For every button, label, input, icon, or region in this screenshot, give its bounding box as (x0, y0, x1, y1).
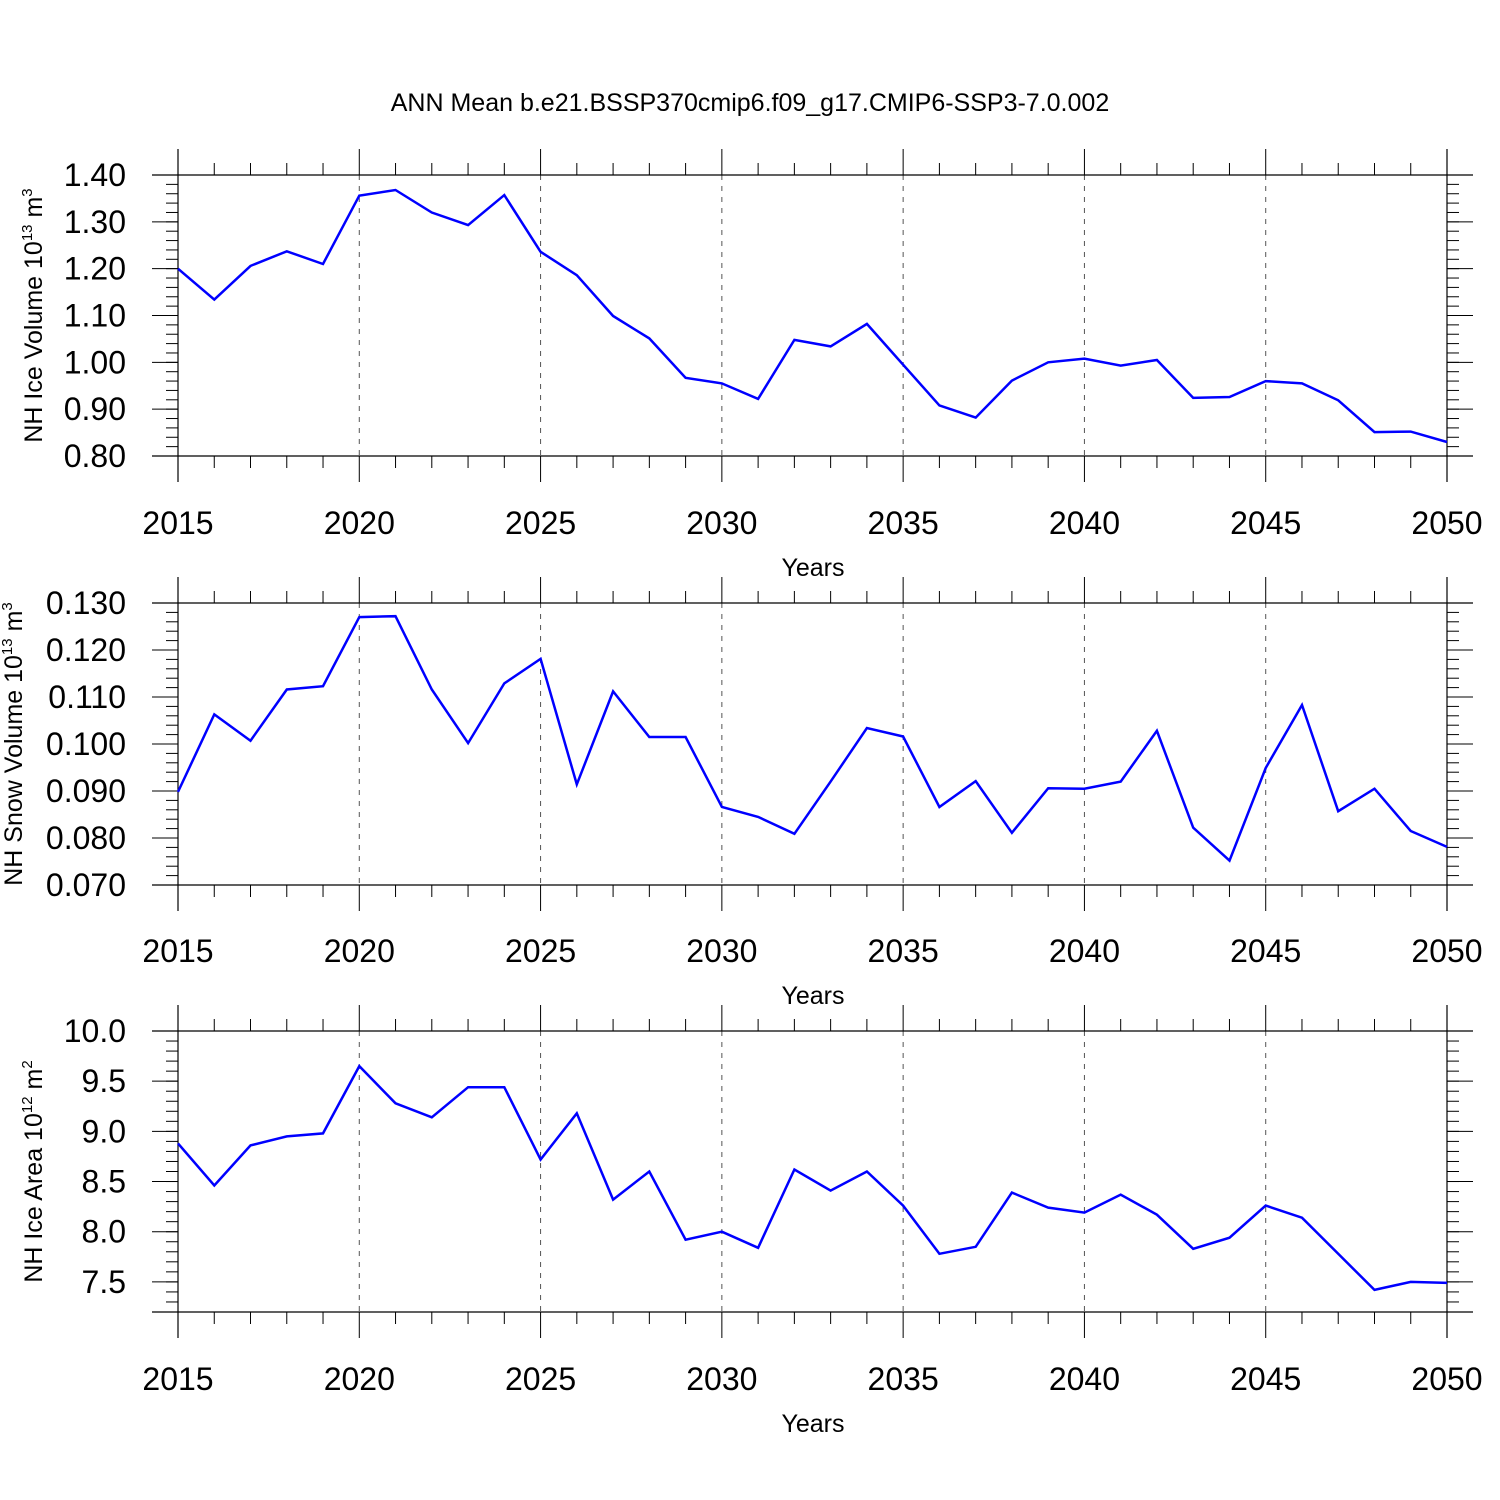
x-axis-label: Years (781, 1410, 844, 1438)
x-tick-label: 2020 (324, 505, 395, 541)
y-tick-label: 1.20 (64, 251, 126, 287)
chart-panel-1: 0.80 0.90 1.00 1.10 1.20 1.30 1.40 2015 2020 2025… (19, 149, 1483, 582)
figure-title: ANN Mean b.e21.BSSP370cmip6.f09_g17.CMIP… (391, 89, 1109, 117)
x-tick-label: 2050 (1411, 1361, 1482, 1397)
y-tick-label: 1.30 (64, 204, 126, 240)
y-tick-label: 8.5 (82, 1164, 126, 1200)
y-tick-label: 9.5 (82, 1063, 126, 1099)
y-tick-label: 0.120 (46, 632, 126, 668)
y-tick-label: 0.090 (46, 773, 126, 809)
x-tick-label: 2040 (1049, 505, 1120, 541)
x-tick-label: 2030 (686, 505, 757, 541)
y-tick-label: 1.10 (64, 298, 126, 334)
x-tick-label: 2045 (1230, 505, 1301, 541)
x-tick-label: 2015 (142, 505, 213, 541)
x-tick-label: 2050 (1411, 933, 1482, 969)
y-axis-label: NH Ice Area 1012 m2 (19, 1060, 48, 1282)
y-tick-label: 0.080 (46, 820, 126, 856)
series-line (177, 1064, 1448, 1292)
x-axis-label: Years (781, 982, 844, 1010)
x-tick-label: 2035 (868, 933, 939, 969)
y-tick-label: 0.110 (48, 679, 126, 715)
series-line (176, 614, 1448, 863)
x-tick-label: 2040 (1049, 933, 1120, 969)
y-tick-label: 8.0 (82, 1214, 126, 1250)
y-tick-label: 0.90 (64, 391, 126, 427)
x-tick-label: 2035 (868, 505, 939, 541)
x-tick-label: 2025 (505, 933, 576, 969)
x-tick-label: 2045 (1230, 933, 1301, 969)
x-tick-label: 2020 (324, 1361, 395, 1397)
y-tick-label: 1.00 (64, 344, 126, 380)
x-tick-label: 2030 (686, 1361, 757, 1397)
y-tick-label: 9.0 (82, 1113, 126, 1149)
y-axis-label: NH Snow Volume 1013 m3 (0, 602, 28, 886)
y-tick-label: 10.0 (64, 1013, 126, 1049)
x-tick-label: 2045 (1230, 1361, 1301, 1397)
x-tick-label: 2015 (142, 1361, 213, 1397)
x-tick-label: 2020 (324, 933, 395, 969)
series-line (177, 188, 1448, 444)
chart-panel-3: 7.5 8.0 8.5 9.0 9.5 10.0 2015 2020 2025 2030 2035 2… (19, 1005, 1483, 1438)
x-axis-label: Years (781, 554, 844, 582)
x-tick-label: 2035 (868, 1361, 939, 1397)
y-tick-label: 0.80 (64, 438, 126, 474)
x-tick-label: 2025 (505, 1361, 576, 1397)
x-tick-label: 2030 (686, 933, 757, 969)
x-tick-label: 2015 (142, 933, 213, 969)
x-tick-label: 2040 (1049, 1361, 1120, 1397)
x-tick-label: 2025 (505, 505, 576, 541)
y-axis-label: NH Ice Volume 1013 m3 (19, 188, 48, 442)
x-tick-label: 2050 (1411, 505, 1482, 541)
chart-panel-2: 0.070 0.080 0.090 0.100 0.110 0.120 0.130 2015 2… (0, 577, 1483, 1010)
y-tick-label: 0.130 (46, 585, 126, 621)
y-tick-label: 0.070 (46, 867, 126, 903)
y-tick-label: 1.40 (64, 157, 126, 193)
y-tick-label: 7.5 (82, 1264, 126, 1300)
y-tick-label: 0.100 (46, 726, 126, 762)
